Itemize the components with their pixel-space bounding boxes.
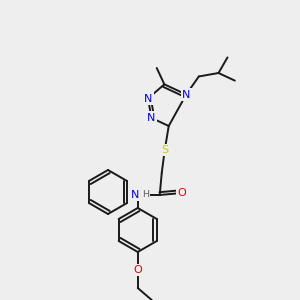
Text: H: H — [142, 190, 149, 200]
Text: O: O — [177, 188, 186, 198]
Text: N: N — [131, 190, 140, 200]
Text: N: N — [182, 89, 190, 100]
Text: S: S — [161, 145, 168, 155]
Text: N: N — [147, 113, 156, 123]
Text: O: O — [134, 265, 142, 275]
Text: N: N — [144, 94, 152, 103]
